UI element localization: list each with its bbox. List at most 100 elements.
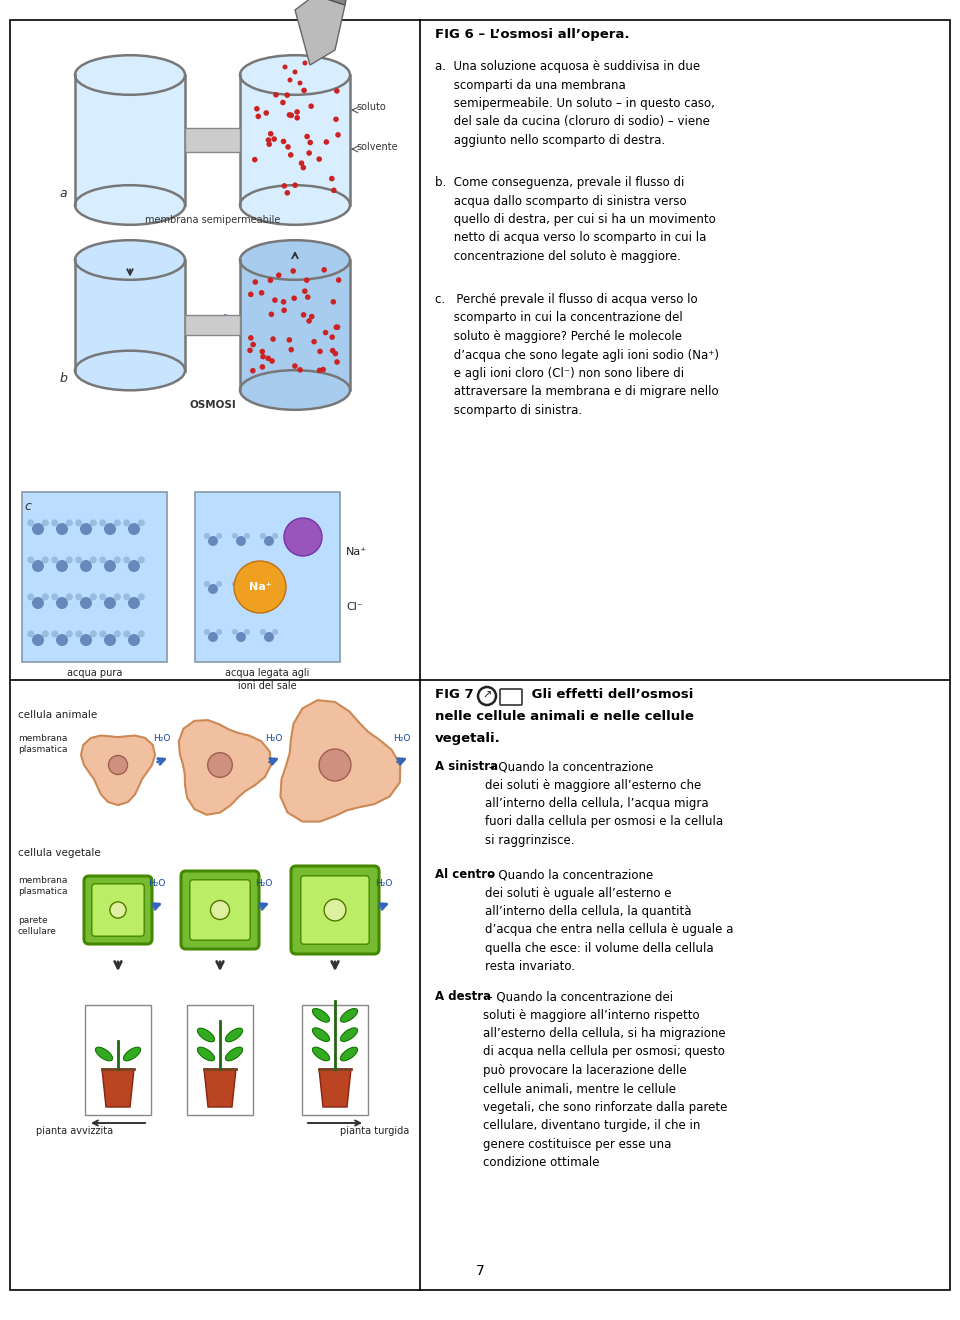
Circle shape	[302, 288, 307, 294]
Circle shape	[282, 65, 287, 70]
Ellipse shape	[341, 1028, 357, 1041]
Text: Na⁺: Na⁺	[249, 582, 272, 591]
Ellipse shape	[240, 55, 350, 95]
Text: Gli effetti dell’osmosi: Gli effetti dell’osmosi	[527, 688, 693, 701]
Text: H₂O: H₂O	[154, 734, 171, 743]
Bar	[185, 315, 240, 335]
Text: membrana semipermeabile: membrana semipermeabile	[145, 215, 280, 224]
Ellipse shape	[95, 1047, 112, 1061]
Ellipse shape	[312, 1047, 329, 1061]
Ellipse shape	[226, 1047, 243, 1061]
Circle shape	[322, 267, 327, 273]
Circle shape	[51, 557, 59, 564]
Text: H₂O: H₂O	[375, 879, 393, 888]
Ellipse shape	[341, 1008, 357, 1022]
Circle shape	[281, 183, 287, 189]
Circle shape	[260, 354, 266, 359]
Circle shape	[252, 280, 258, 285]
Circle shape	[216, 533, 222, 539]
Circle shape	[302, 61, 307, 66]
Circle shape	[210, 900, 229, 920]
Circle shape	[335, 325, 341, 330]
Text: b.  Come conseguenza, prevale il flusso di
     acqua dallo scomparto di sinistr: b. Come conseguenza, prevale il flusso d…	[435, 176, 716, 263]
Circle shape	[290, 268, 296, 273]
Circle shape	[284, 517, 322, 556]
Text: solvente: solvente	[356, 141, 397, 152]
Circle shape	[234, 561, 286, 612]
Circle shape	[281, 308, 287, 313]
Text: ↗: ↗	[482, 690, 492, 701]
Circle shape	[293, 70, 298, 74]
FancyBboxPatch shape	[181, 871, 259, 949]
Circle shape	[269, 312, 275, 317]
Ellipse shape	[75, 351, 185, 391]
Text: Na⁺: Na⁺	[346, 546, 367, 557]
Polygon shape	[280, 700, 400, 821]
Circle shape	[287, 78, 293, 82]
Circle shape	[90, 557, 97, 564]
Circle shape	[138, 557, 145, 564]
Bar	[187, 1005, 253, 1115]
Polygon shape	[204, 1069, 236, 1107]
Circle shape	[330, 300, 336, 305]
Text: acqua legata agli: acqua legata agli	[226, 668, 310, 678]
Circle shape	[317, 156, 322, 162]
FancyBboxPatch shape	[92, 884, 144, 936]
Polygon shape	[179, 721, 271, 814]
Circle shape	[128, 560, 140, 572]
Circle shape	[317, 367, 323, 374]
Circle shape	[42, 594, 49, 601]
Circle shape	[66, 519, 73, 527]
Ellipse shape	[75, 55, 185, 95]
Circle shape	[307, 140, 313, 145]
Circle shape	[232, 581, 238, 587]
Bar	[185, 128, 240, 152]
Circle shape	[75, 557, 83, 564]
Circle shape	[251, 342, 256, 347]
Circle shape	[114, 519, 121, 527]
Circle shape	[299, 161, 304, 166]
Text: ioni del sale: ioni del sale	[238, 681, 297, 690]
Circle shape	[27, 519, 35, 527]
Text: c: c	[24, 500, 31, 513]
Circle shape	[27, 594, 35, 601]
Circle shape	[292, 363, 298, 368]
Circle shape	[128, 523, 140, 535]
Circle shape	[104, 560, 116, 572]
Circle shape	[104, 634, 116, 645]
Circle shape	[336, 277, 342, 282]
Bar	[195, 492, 340, 663]
Circle shape	[274, 92, 278, 98]
Circle shape	[272, 628, 278, 635]
Circle shape	[272, 297, 277, 302]
Circle shape	[138, 631, 145, 638]
Circle shape	[204, 533, 210, 539]
Circle shape	[250, 368, 255, 374]
Text: soluto: soluto	[356, 103, 386, 112]
Circle shape	[329, 176, 335, 181]
Circle shape	[268, 131, 274, 136]
Circle shape	[80, 560, 92, 572]
Ellipse shape	[198, 1047, 215, 1061]
Text: acqua pura: acqua pura	[67, 668, 122, 678]
Circle shape	[75, 519, 83, 527]
Text: A sinistra: A sinistra	[435, 760, 498, 774]
Polygon shape	[295, 0, 345, 65]
Circle shape	[289, 112, 294, 117]
Text: – Quando la concentrazione dei
soluti è maggiore all’interno rispetto
all’estern: – Quando la concentrazione dei soluti è …	[483, 990, 728, 1170]
Circle shape	[255, 114, 261, 119]
Circle shape	[264, 536, 274, 546]
Circle shape	[204, 628, 210, 635]
Circle shape	[27, 631, 35, 638]
Circle shape	[128, 634, 140, 645]
Circle shape	[208, 536, 218, 546]
Text: membrana
plasmatica: membrana plasmatica	[18, 734, 67, 754]
Polygon shape	[102, 1069, 134, 1107]
Circle shape	[51, 594, 59, 601]
Ellipse shape	[75, 240, 185, 280]
Circle shape	[286, 337, 292, 343]
Circle shape	[248, 335, 253, 341]
Circle shape	[271, 337, 276, 342]
Ellipse shape	[124, 1047, 140, 1061]
Ellipse shape	[226, 1028, 243, 1041]
